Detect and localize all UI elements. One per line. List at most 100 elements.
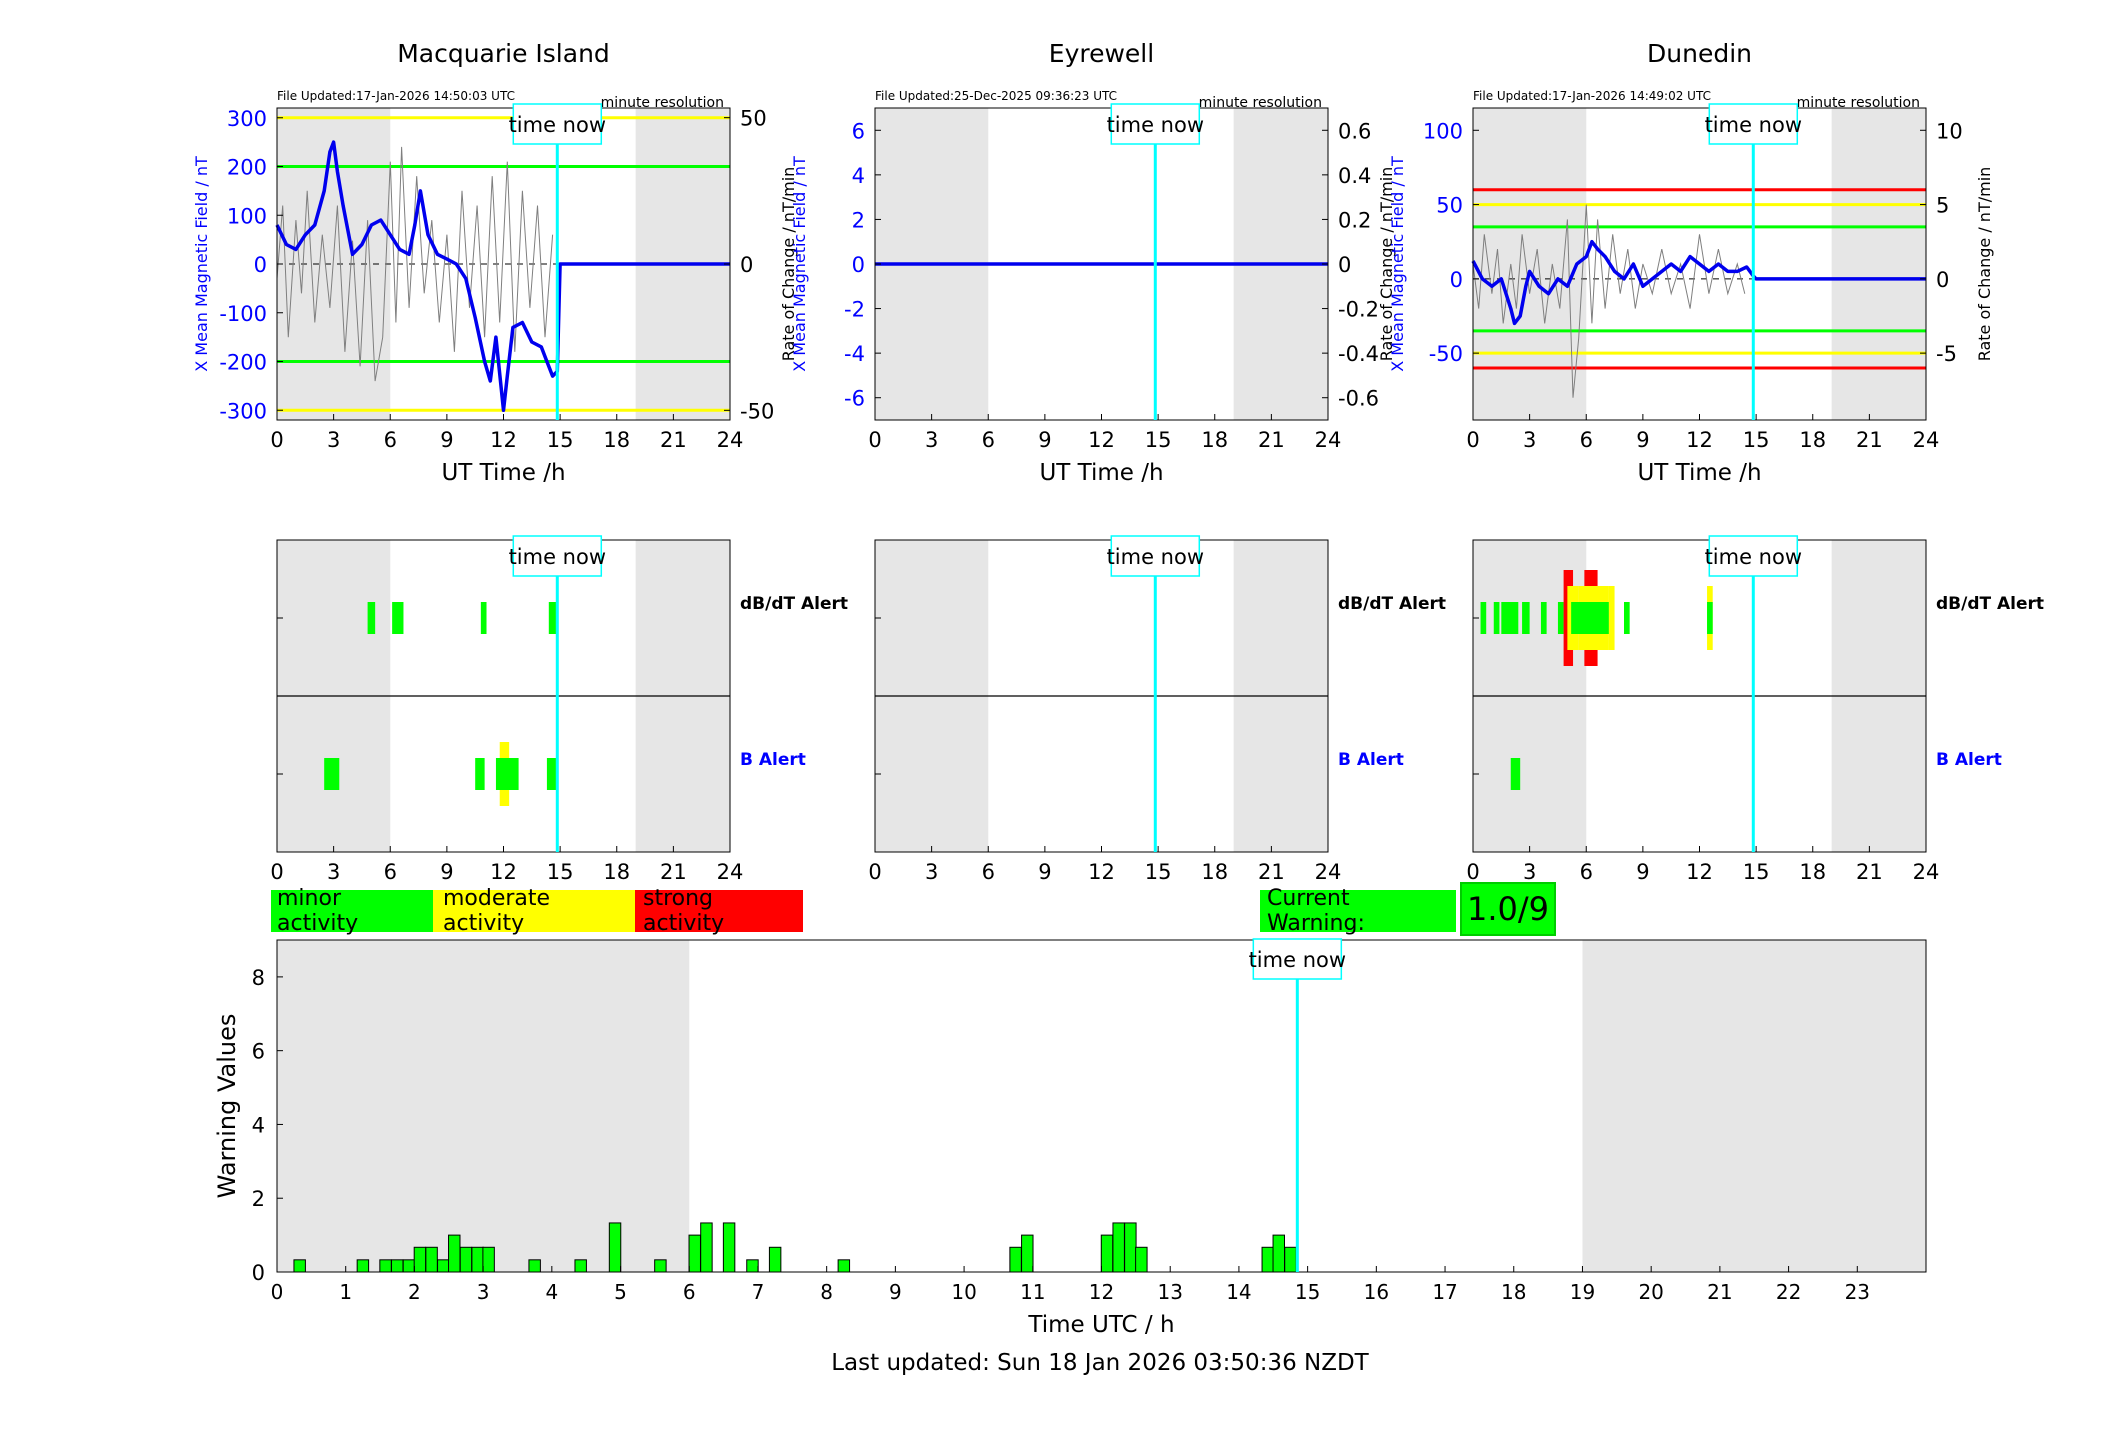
- x-tick-label: 24: [717, 428, 744, 452]
- x-tick-label: 18: [603, 428, 630, 452]
- warning-bar: [654, 1259, 667, 1273]
- last-updated-text: Last updated: Sun 18 Jan 2026 03:50:36 N…: [831, 1350, 1369, 1376]
- y-tick-label-left: 0: [1450, 268, 1463, 292]
- file-updated-text: File Updated:17-Jan-2026 14:49:02 UTC: [1473, 89, 1711, 103]
- x-tick-label: 16: [1364, 1280, 1389, 1304]
- y-tick-label-right: -0.2: [1338, 298, 1379, 322]
- y-tick-label-right: 0: [1936, 268, 1949, 292]
- y-tick-label-left: 100: [227, 204, 267, 228]
- x-tick-label: 18: [1799, 860, 1826, 884]
- x-tick-label: 24: [717, 860, 744, 884]
- alert-block-minor: [1557, 602, 1564, 634]
- alert-block-minor: [1707, 602, 1713, 634]
- warning-bar: [402, 1259, 416, 1273]
- y-tick-label-right: 0.2: [1338, 208, 1371, 232]
- y-tick-label-left: 100: [1423, 119, 1463, 143]
- x-tick-label: 24: [1315, 428, 1342, 452]
- x-tick-label: 18: [1201, 428, 1228, 452]
- time-now-label-box: [1708, 535, 1799, 577]
- warning-bar: [437, 1259, 450, 1273]
- warning-bar: [1272, 1234, 1285, 1273]
- alert-block-minor: [1493, 602, 1500, 634]
- x-tick-label: 18: [1799, 428, 1826, 452]
- x-tick-label: 23: [1845, 1280, 1870, 1304]
- x-tick-label: 12: [1088, 428, 1115, 452]
- x-tick-label: 3: [327, 860, 340, 884]
- x-tick-label: 6: [384, 428, 397, 452]
- x-tick-label: 4: [545, 1280, 558, 1304]
- time-now-label-box: [1110, 535, 1201, 577]
- x-tick-label: 17: [1432, 1280, 1457, 1304]
- x-tick-label: 15: [1145, 428, 1172, 452]
- alert-block-minor: [1522, 602, 1530, 634]
- x-tick-label: 0: [1466, 428, 1479, 452]
- legend-minor-label: minor activity: [277, 886, 359, 936]
- x-tick-label: 9: [440, 428, 453, 452]
- y-tick-label-left: -4: [844, 342, 865, 366]
- y-tick-label-right: 0: [1338, 253, 1351, 277]
- rate-of-change-series: [276, 146, 554, 382]
- x-tick-label: 9: [1636, 428, 1649, 452]
- x-tick-label: 6: [982, 860, 995, 884]
- alert-block-minor: [1540, 602, 1547, 634]
- legend-moderate-activity: moderate activity: [433, 886, 635, 936]
- y-tick-label-right: 0.6: [1338, 119, 1371, 143]
- x-tick-label: 6: [384, 860, 397, 884]
- x-tick-label: 5: [614, 1280, 627, 1304]
- alert-block-minor: [1510, 758, 1521, 790]
- warning-bar: [459, 1246, 473, 1273]
- alert-block-minor: [1624, 602, 1630, 634]
- warning-bar: [1021, 1234, 1034, 1273]
- warning-bar: [722, 1222, 736, 1273]
- file-updated-text: File Updated:25-Dec-2025 09:36:23 UTC: [875, 89, 1117, 103]
- y-tick-label: 2: [252, 1187, 265, 1211]
- warning-bar: [1261, 1246, 1275, 1273]
- x-tick-label: 21: [660, 428, 687, 452]
- dbdt-alert-label: dB/dT Alert: [740, 594, 848, 614]
- resolution-text: minute resolution: [1199, 95, 1322, 111]
- alert-block-minor: [1480, 602, 1487, 634]
- x-tick-label: 7: [752, 1280, 765, 1304]
- alert-block-minor: [548, 602, 557, 634]
- x-tick-label: 0: [1466, 860, 1479, 884]
- current-warning-value: 1.0/9: [1466, 890, 1550, 928]
- x-tick-label: 0: [868, 860, 881, 884]
- y-tick-label: 0: [252, 1261, 265, 1285]
- alert-block-minor: [367, 602, 376, 634]
- y-axis-label-right: Rate of Change / nT/min: [1377, 167, 1396, 362]
- x-tick-label: 22: [1776, 1280, 1801, 1304]
- plot-title: Macquarie Island: [397, 39, 610, 68]
- time-now-label-box: [512, 535, 603, 577]
- x-tick-label: 19: [1570, 1280, 1595, 1304]
- warning-bar: [356, 1259, 370, 1273]
- y-tick-label-left: -6: [844, 387, 865, 411]
- x-tick-label: 14: [1226, 1280, 1251, 1304]
- warning-bar: [391, 1259, 404, 1273]
- night-shading-0: [277, 108, 391, 420]
- time-now-label-box: [1110, 103, 1201, 145]
- x-tick-label: 9: [1038, 860, 1051, 884]
- x-tick-label: 21: [1856, 428, 1883, 452]
- time-now-label: time now: [1705, 545, 1802, 569]
- x-tick-label: 6: [683, 1280, 696, 1304]
- x-tick-label: 9: [889, 1280, 902, 1304]
- dbdt-alert-label: dB/dT Alert: [1338, 594, 1446, 614]
- y-axis-label-right: Rate of Change / nT/min: [779, 167, 798, 362]
- x-tick-label: 12: [1089, 1280, 1114, 1304]
- alert-block-minor: [480, 602, 487, 634]
- warning-bar: [471, 1246, 484, 1273]
- x-tick-label: 6: [1580, 860, 1593, 884]
- x-tick-label: 1: [339, 1280, 352, 1304]
- x-tick-label: 8: [820, 1280, 833, 1304]
- x-tick-label: 24: [1913, 428, 1940, 452]
- x-tick-label: 15: [1743, 428, 1770, 452]
- y-tick-label-left: 4: [852, 164, 865, 188]
- x-tick-label: 3: [1523, 428, 1536, 452]
- x-tick-label: 18: [1201, 860, 1228, 884]
- y-tick-label-left: 300: [227, 107, 267, 131]
- x-tick-label: 12: [490, 428, 517, 452]
- y-tick-label-left: 0: [254, 253, 267, 277]
- x-tick-label: 11: [1020, 1280, 1045, 1304]
- time-now-label: time now: [1107, 545, 1204, 569]
